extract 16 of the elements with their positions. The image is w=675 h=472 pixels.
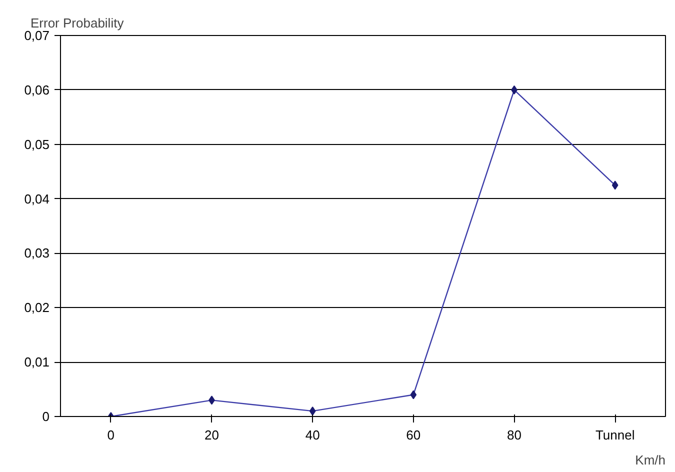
x-tick-label: 0 — [107, 428, 115, 442]
x-tick-label: Tunnel — [595, 428, 635, 442]
y-tick-label: 0,05 — [24, 136, 50, 152]
y-tick-label: 0 — [42, 409, 50, 424]
y-tick-label: 0,06 — [24, 82, 50, 98]
y-axis-title: Error Probability — [30, 16, 124, 30]
x-tick-label: 60 — [406, 428, 421, 442]
y-tick-label: 0,03 — [24, 246, 50, 261]
x-tick-label: 80 — [507, 428, 522, 442]
x-axis-title: Km/h — [635, 452, 666, 468]
y-tick-label: 0,01 — [24, 354, 50, 370]
x-tick-label: 40 — [305, 428, 320, 442]
x-tick-label: 20 — [204, 428, 219, 442]
y-tick-label: 0,04 — [24, 191, 50, 206]
y-tick-label: 0,02 — [24, 300, 50, 316]
y-tick-label: 0,07 — [24, 28, 50, 43]
